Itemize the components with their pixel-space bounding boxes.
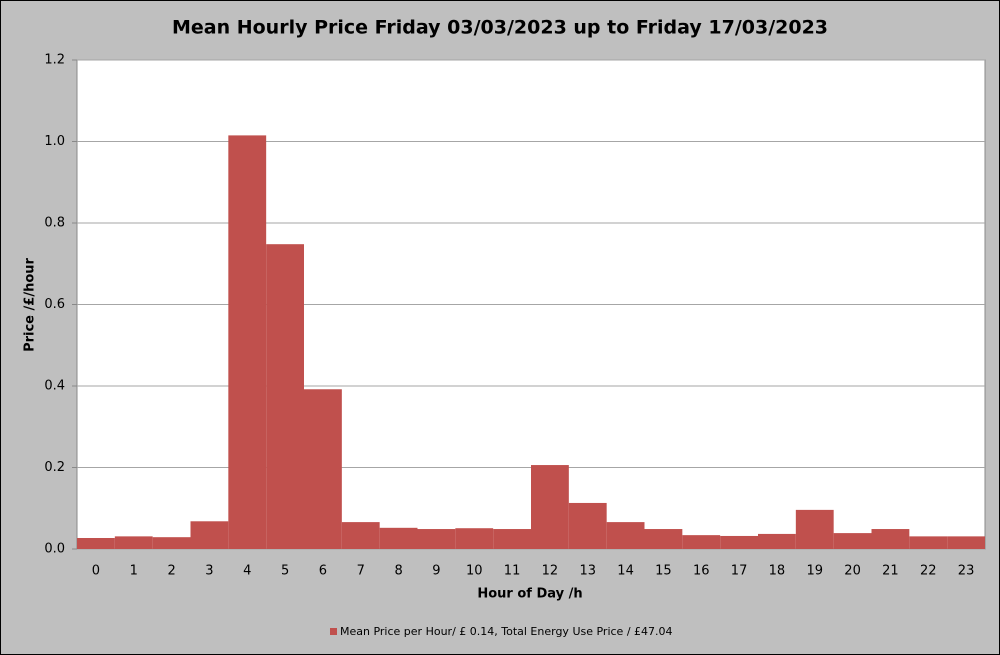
x-tick-label: 5 [281, 564, 289, 579]
x-tick-label: 14 [617, 564, 634, 579]
bar [341, 522, 380, 549]
y-tick-label: 0.6 [44, 297, 65, 312]
bar [228, 135, 267, 549]
x-tick-label: 13 [579, 564, 596, 579]
y-tick-label: 1.2 [44, 53, 65, 68]
x-tick-label: 6 [319, 564, 327, 579]
x-tick-label: 19 [806, 564, 823, 579]
bar [266, 244, 304, 549]
y-axis-title: Price /£/hour [23, 257, 38, 351]
y-tick-label: 0.2 [44, 460, 65, 475]
y-tick-label: 0.8 [44, 216, 65, 231]
x-tick-label: 16 [693, 564, 710, 579]
bar [190, 521, 229, 549]
x-tick-label: 18 [769, 564, 786, 579]
bar [682, 535, 721, 549]
bar [152, 537, 191, 549]
bar [606, 522, 645, 549]
legend-swatch [330, 628, 337, 635]
bar [493, 529, 531, 549]
legend-label: Mean Price per Hour/ £ 0.14, Total Energ… [340, 625, 673, 638]
x-tick-label: 2 [167, 564, 175, 579]
bar [795, 509, 834, 549]
x-tick-label: 15 [655, 564, 672, 579]
x-tick-label: 12 [542, 564, 559, 579]
x-tick-label: 10 [466, 564, 483, 579]
y-tick-label: 0.4 [44, 379, 65, 394]
x-tick-label: 7 [357, 564, 365, 579]
bar [947, 536, 985, 549]
bar [758, 533, 796, 549]
bar [531, 465, 569, 549]
bar [644, 529, 683, 549]
bar [77, 537, 115, 549]
x-tick-label: 3 [205, 564, 213, 579]
bar [871, 529, 910, 549]
y-tick-label: 0.0 [44, 542, 65, 557]
bar [720, 535, 758, 549]
bar [304, 389, 342, 549]
bar [417, 529, 456, 549]
bar [568, 502, 607, 549]
bar [379, 527, 418, 549]
bar [114, 536, 153, 549]
chart-title: Mean Hourly Price Friday 03/03/2023 up t… [172, 17, 828, 39]
y-tick-label: 1.0 [44, 134, 65, 149]
x-tick-label: 4 [243, 564, 251, 579]
bar [455, 528, 494, 549]
x-tick-label: 11 [504, 564, 521, 579]
x-tick-label: 9 [432, 564, 440, 579]
x-tick-label: 20 [844, 564, 861, 579]
x-tick-label: 8 [394, 564, 402, 579]
bar [909, 536, 948, 549]
x-axis-title: Hour of Day /h [477, 587, 582, 602]
x-tick-label: 1 [130, 564, 138, 579]
bar [833, 533, 872, 549]
x-tick-label: 23 [958, 564, 975, 579]
x-tick-label: 22 [920, 564, 937, 579]
x-tick-label: 0 [92, 564, 100, 579]
x-tick-label: 17 [731, 564, 748, 579]
x-tick-label: 21 [882, 564, 899, 579]
